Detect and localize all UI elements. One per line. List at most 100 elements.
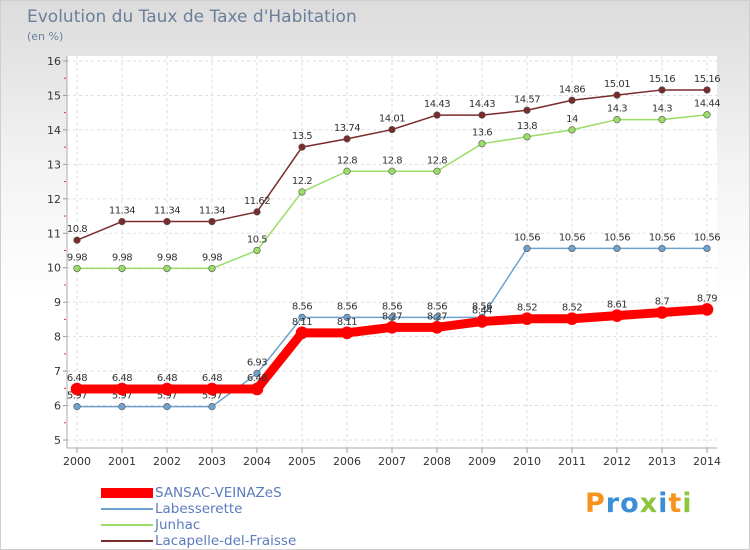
series-point-1 xyxy=(658,244,666,253)
series-point-2 xyxy=(433,167,441,175)
data-label: 10.56 xyxy=(604,232,630,243)
series-point-1 xyxy=(388,313,396,321)
data-label: 10.8 xyxy=(67,224,87,235)
data-label: 5.97 xyxy=(202,391,222,402)
data-label: 8.52 xyxy=(562,303,582,314)
series-point-1 xyxy=(253,369,261,378)
data-label: 13.6 xyxy=(472,128,492,139)
data-label: 14.3 xyxy=(607,104,627,115)
series-point-3 xyxy=(343,135,351,143)
data-label: 8.56 xyxy=(292,301,312,312)
series-point-0 xyxy=(340,326,354,340)
data-label: 10.56 xyxy=(649,232,675,243)
series-point-1 xyxy=(298,313,306,321)
y-tick-label: 7 xyxy=(54,365,61,378)
data-label: 10.5 xyxy=(247,235,267,246)
data-label: 6.48 xyxy=(202,373,222,384)
logo-letter: r xyxy=(605,488,621,519)
x-tick-label: 2001 xyxy=(108,455,136,468)
y-tick-label: 10 xyxy=(47,262,61,275)
data-label: 14.43 xyxy=(424,99,450,110)
data-label: 15.01 xyxy=(604,79,630,90)
data-label: 14.01 xyxy=(379,114,405,125)
series-point-2 xyxy=(658,115,666,124)
data-label: 9.98 xyxy=(157,252,177,263)
series-point-2 xyxy=(613,115,621,124)
logo-letter: i xyxy=(682,488,693,519)
data-label: 13.5 xyxy=(292,131,312,142)
series-point-2 xyxy=(208,264,216,273)
series-point-0 xyxy=(295,326,309,340)
data-label: 10.56 xyxy=(514,232,540,243)
data-label: 8.27 xyxy=(382,311,402,322)
data-label: 15.16 xyxy=(694,74,720,85)
series-point-3 xyxy=(208,217,216,226)
data-label: 8.79 xyxy=(697,293,717,304)
series-point-3 xyxy=(253,208,261,216)
legend-label: SANSAC-VEINAZeS xyxy=(155,485,282,501)
data-label: 8.61 xyxy=(607,300,627,311)
series-point-0 xyxy=(385,321,399,334)
x-tick-label: 2006 xyxy=(333,455,361,468)
series-point-1 xyxy=(343,313,351,321)
series-point-2 xyxy=(118,264,126,273)
y-tick-label: 8 xyxy=(54,331,61,344)
data-label: 12.2 xyxy=(292,176,312,187)
series-point-0 xyxy=(655,306,669,319)
series-point-0 xyxy=(250,382,264,396)
data-label: 15.16 xyxy=(649,74,675,85)
data-label: 8.11 xyxy=(292,317,312,328)
data-label: 14.3 xyxy=(652,104,672,115)
series-point-1 xyxy=(118,402,126,411)
data-label: 9.98 xyxy=(67,252,87,263)
x-tick-label: 2014 xyxy=(693,455,721,468)
series-point-3 xyxy=(163,217,171,226)
data-label: 8.56 xyxy=(427,301,447,312)
legend-label: Labesserette xyxy=(155,501,243,517)
data-label: 10.56 xyxy=(694,232,720,243)
series-point-2 xyxy=(73,264,81,273)
series-point-1 xyxy=(523,244,531,253)
series-point-3 xyxy=(478,111,486,119)
y-tick-label: 6 xyxy=(54,400,61,413)
y-tick-label: 9 xyxy=(54,296,61,309)
series-point-0 xyxy=(610,309,624,322)
series-point-0 xyxy=(430,321,444,334)
series-point-1 xyxy=(613,244,621,253)
x-tick-label: 2011 xyxy=(558,455,586,468)
data-label: 14.43 xyxy=(469,99,495,110)
data-label: 8.44 xyxy=(472,305,492,316)
data-label: 6.93 xyxy=(247,358,267,369)
y-tick-label: 12 xyxy=(47,193,61,206)
x-tick-label: 2013 xyxy=(648,455,676,468)
series-point-2 xyxy=(163,264,171,273)
y-tick-label: 14 xyxy=(47,124,61,137)
x-tick-label: 2003 xyxy=(198,455,226,468)
series-point-0 xyxy=(70,382,84,396)
legend-label: Lacapelle-del-Fraisse xyxy=(155,533,297,549)
chart-title: Evolution du Taux de Taxe d'Habitation xyxy=(27,7,357,27)
series-point-1 xyxy=(703,244,711,253)
y-tick-label: 5 xyxy=(54,434,61,447)
y-tick-label: 16 xyxy=(47,55,61,68)
series-point-3 xyxy=(73,236,81,244)
legend-swatch xyxy=(101,488,153,498)
series-point-1 xyxy=(73,402,81,411)
series-point-3 xyxy=(523,106,531,114)
series-point-3 xyxy=(118,217,126,226)
chart-subtitle: (en %) xyxy=(27,30,64,43)
series-point-0 xyxy=(160,382,174,396)
x-tick-label: 2000 xyxy=(63,455,91,468)
x-tick-label: 2010 xyxy=(513,455,541,468)
data-label: 6.48 xyxy=(112,373,132,384)
proxiti-logo: Proxiti xyxy=(585,488,693,519)
logo-letter: i xyxy=(658,488,669,519)
data-label: 5.97 xyxy=(67,391,87,402)
series-point-2 xyxy=(343,167,351,175)
data-label: 13.8 xyxy=(517,121,537,132)
series-point-2 xyxy=(388,167,396,175)
data-label: 6.48 xyxy=(157,373,177,384)
data-label: 8.11 xyxy=(337,317,357,328)
data-label: 12.8 xyxy=(427,155,447,166)
